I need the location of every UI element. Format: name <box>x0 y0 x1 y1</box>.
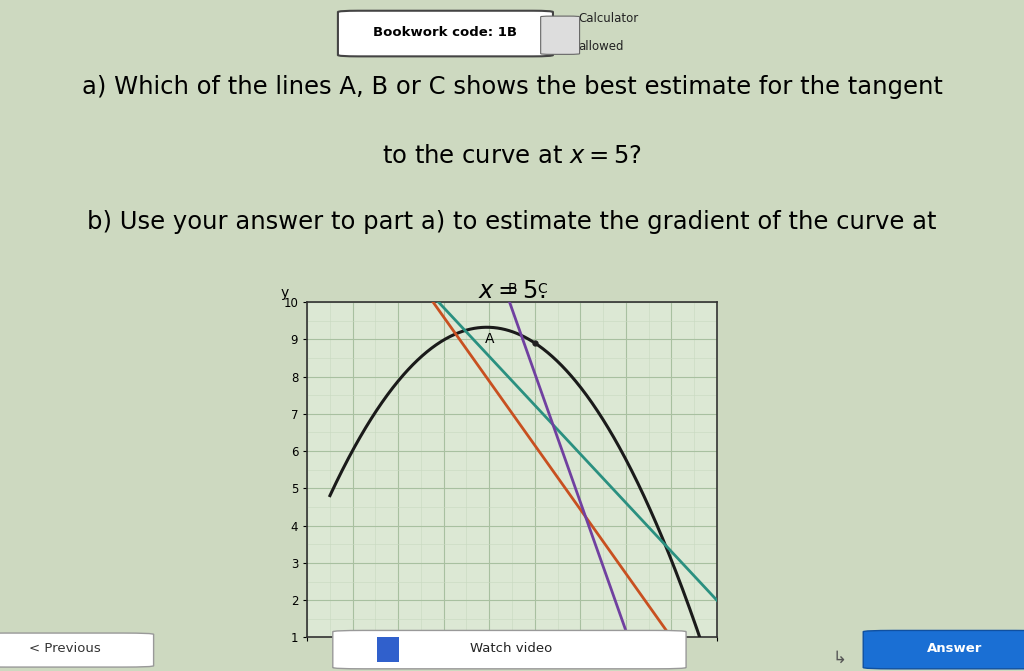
FancyBboxPatch shape <box>338 11 553 56</box>
Text: a) Which of the lines A, B or C shows the best estimate for the tangent: a) Which of the lines A, B or C shows th… <box>82 74 942 99</box>
Text: allowed: allowed <box>579 40 624 54</box>
Text: C: C <box>537 282 547 296</box>
Text: ↳: ↳ <box>833 649 847 667</box>
Text: A: A <box>484 332 495 346</box>
FancyBboxPatch shape <box>333 631 686 669</box>
Text: Calculator: Calculator <box>579 12 639 25</box>
Text: y: y <box>281 286 289 300</box>
FancyBboxPatch shape <box>541 16 580 54</box>
Text: to the curve at $x = 5$?: to the curve at $x = 5$? <box>382 144 642 168</box>
FancyBboxPatch shape <box>0 633 154 667</box>
Text: $x = 5$.: $x = 5$. <box>478 278 546 303</box>
Text: b) Use your answer to part a) to estimate the gradient of the curve at: b) Use your answer to part a) to estimat… <box>87 210 937 234</box>
FancyBboxPatch shape <box>377 637 399 662</box>
Text: B: B <box>508 282 517 296</box>
Text: < Previous: < Previous <box>29 642 100 655</box>
Text: Watch video: Watch video <box>470 642 552 655</box>
FancyBboxPatch shape <box>863 631 1024 669</box>
Text: Answer: Answer <box>927 642 982 655</box>
Text: Bookwork code: 1B: Bookwork code: 1B <box>374 25 517 39</box>
